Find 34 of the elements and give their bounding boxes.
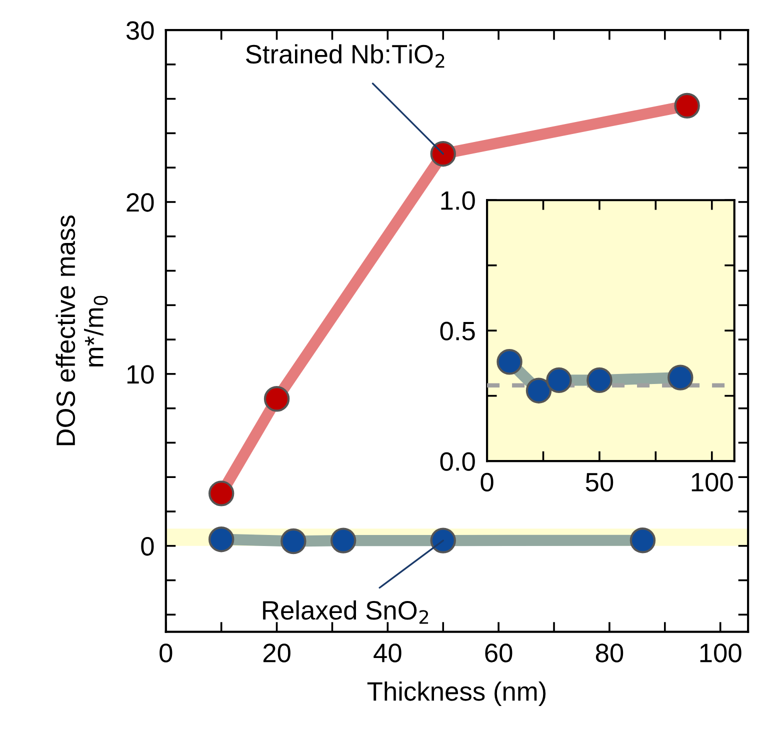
x-tick-label: 0 — [160, 644, 172, 662]
point — [668, 364, 694, 390]
point — [630, 528, 656, 554]
point — [264, 386, 290, 412]
x-tick-label: 50 — [586, 472, 614, 492]
point — [546, 367, 572, 394]
y-tick-label: 30 — [126, 21, 154, 40]
x-tick-label: 100 — [692, 472, 733, 492]
x-axis-title: Thickness (nm) — [367, 681, 546, 706]
y-tick-label: 10 — [127, 365, 154, 384]
point — [208, 480, 234, 506]
point — [526, 378, 552, 404]
y-tick-label: 20 — [126, 193, 154, 212]
x-tick-label: 20 — [263, 644, 290, 662]
x-tick-label: 80 — [596, 644, 624, 662]
x-tick-label: 0 — [480, 472, 494, 492]
y-axis-title: DOS effective mass m*/m$_{0}$ — [56, 216, 108, 446]
y-tick-label: 0.5 — [440, 322, 475, 340]
point — [430, 141, 456, 167]
point — [586, 367, 612, 394]
x-tick-label: 40 — [374, 644, 402, 662]
annotation: Strained Nb:TiO$_{2}$ — [246, 44, 444, 68]
point — [280, 528, 306, 554]
point — [330, 528, 356, 554]
point — [496, 349, 522, 375]
x-tick-label: 60 — [485, 644, 512, 662]
y-tick-label: 1.0 — [441, 191, 475, 210]
y-tick-label: 0.0 — [440, 452, 475, 471]
point — [674, 92, 700, 119]
annotation: Relaxed SnO$_{2}$ — [263, 600, 428, 624]
x-tick-label: 100 — [700, 644, 742, 662]
point — [208, 526, 234, 552]
y-tick-label: 0 — [141, 537, 154, 556]
point — [430, 528, 456, 554]
